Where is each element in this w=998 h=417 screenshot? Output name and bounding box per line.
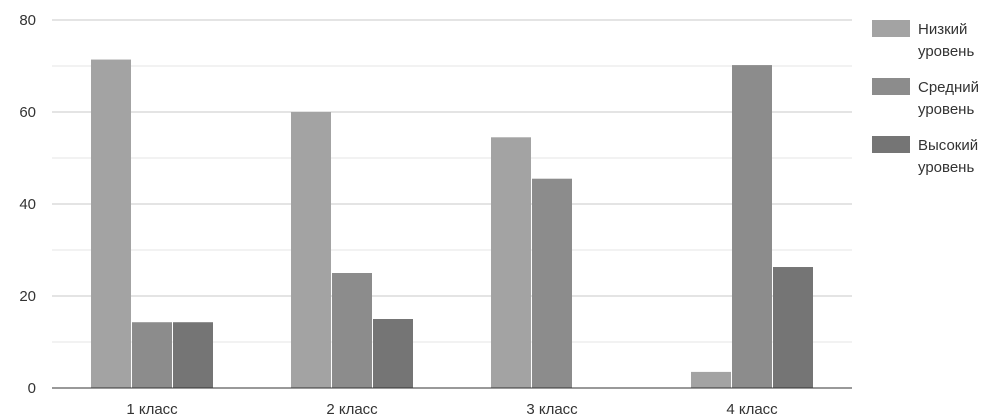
bar [491, 137, 531, 388]
x-tick-label: 4 класс [726, 401, 778, 417]
y-tick-label: 20 [19, 288, 36, 305]
y-tick-label: 60 [19, 104, 36, 121]
legend-label: Низкий уровень [918, 21, 974, 60]
bar [732, 65, 772, 388]
bar [373, 319, 413, 388]
legend-label: Средний уровень [918, 79, 979, 118]
bar [132, 322, 172, 388]
bar [91, 59, 131, 389]
bar [173, 322, 213, 388]
bar [691, 371, 731, 388]
y-tick-label: 0 [28, 380, 36, 397]
y-tick-label: 80 [19, 12, 36, 29]
bars [91, 59, 813, 389]
legend-swatch [872, 20, 910, 37]
grid-lines [52, 19, 852, 343]
x-tick-label: 1 класс [126, 401, 178, 417]
x-tick-label: 2 класс [326, 401, 378, 417]
axes: 0 20 40 60 80 1 класс 2 класс 3 класс 4 класс [19, 12, 852, 417]
bar [291, 112, 331, 388]
x-tick-label: 3 класс [526, 401, 578, 417]
bar [773, 267, 813, 388]
legend: Низкий уровень Средний уровень Высокий уровен… [872, 20, 979, 176]
legend-swatch [872, 78, 910, 95]
bar [332, 273, 372, 388]
y-tick-label: 40 [19, 196, 36, 213]
legend-swatch [872, 136, 910, 153]
legend-label: Высокий уровень [918, 137, 978, 176]
bar [532, 178, 572, 388]
